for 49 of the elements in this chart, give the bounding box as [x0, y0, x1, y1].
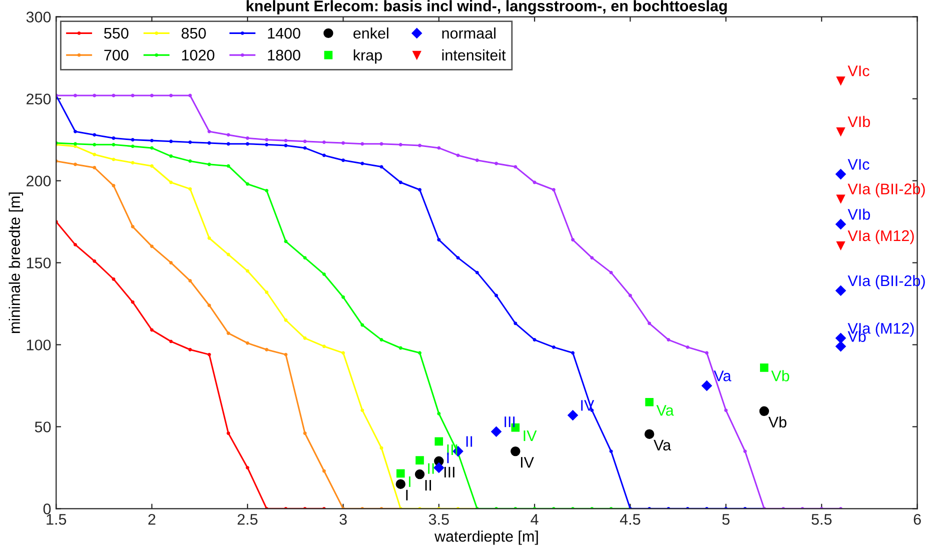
- legend-label: normaal: [442, 27, 496, 39]
- data-label: VIc: [848, 159, 870, 170]
- y-tick-label: 300: [26, 12, 51, 22]
- data-label: I: [447, 452, 449, 464]
- x-tick-label: 2: [148, 514, 156, 525]
- data-label: VIb: [848, 116, 870, 128]
- legend-label: enkel: [353, 27, 388, 39]
- data-label: I: [406, 490, 408, 500]
- x-tick-label: 2.5: [238, 514, 258, 525]
- y-tick-label: 100: [26, 340, 51, 350]
- x-tick-label: 3: [340, 514, 347, 525]
- data-label: VIc: [848, 66, 870, 76]
- legend-label: 700: [104, 50, 128, 61]
- data-label: III: [504, 416, 515, 428]
- legend-label: 1400: [268, 28, 300, 39]
- x-tick-label: 5.5: [812, 514, 832, 525]
- y-tick-label: 250: [26, 94, 51, 104]
- legend-label: krap: [354, 49, 382, 64]
- legend-label: 1020: [182, 50, 214, 61]
- y-axis-title: minimale breedte [m]: [8, 192, 24, 334]
- data-label: II: [428, 463, 434, 474]
- x-tick-label: 5: [722, 514, 730, 525]
- data-label: Va: [656, 405, 674, 416]
- data-label: Va: [654, 440, 672, 451]
- legend-label: 850: [182, 28, 206, 39]
- data-label: VIa (M12): [848, 230, 914, 244]
- y-tick-label: 150: [26, 258, 51, 268]
- data-label: IV: [521, 457, 534, 468]
- data-label: VIb: [848, 208, 870, 220]
- x-tick-label: 4: [530, 514, 538, 525]
- y-tick-label: 0: [43, 504, 51, 514]
- x-axis-title: waterdiepte [m]: [434, 530, 538, 545]
- x-tick-label: 3.5: [428, 514, 449, 525]
- data-label: II: [466, 436, 472, 447]
- y-tick-label: 50: [34, 422, 51, 432]
- data-label: I: [408, 476, 410, 487]
- x-tick-label: 6: [914, 514, 921, 525]
- data-label: IV: [524, 430, 537, 442]
- x-tick-label: 4.5: [620, 514, 640, 525]
- legend-label: 1800: [268, 50, 300, 61]
- legend-label: intensiteit: [442, 49, 506, 61]
- y-tick-label: 200: [26, 176, 51, 186]
- data-label: II: [425, 480, 431, 491]
- x-tick-label: 1.5: [46, 514, 66, 525]
- legend-label: 550: [104, 28, 128, 39]
- data-label: Vb: [768, 416, 786, 428]
- data-label: III: [444, 466, 454, 478]
- chart-title: knelpunt Erlecom: basis incl wind-, langsstroom-, en bochttoeslag: [246, 0, 727, 14]
- data-label: Vb: [771, 370, 790, 382]
